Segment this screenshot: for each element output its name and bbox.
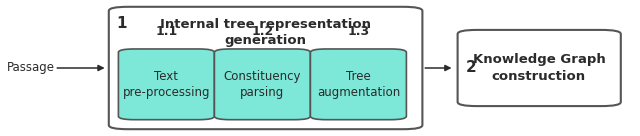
Text: 2: 2 (465, 61, 476, 75)
Text: Constituency
parsing: Constituency parsing (223, 70, 301, 99)
FancyBboxPatch shape (118, 49, 214, 120)
Text: Knowledge Graph
construction: Knowledge Graph construction (472, 53, 605, 83)
Text: Passage: Passage (6, 61, 54, 75)
Text: 1.2: 1.2 (252, 25, 273, 38)
FancyBboxPatch shape (310, 49, 406, 120)
Text: Text
pre-processing: Text pre-processing (123, 70, 210, 99)
Text: Tree
augmentation: Tree augmentation (317, 70, 400, 99)
Text: Internal tree representation
generation: Internal tree representation generation (160, 18, 371, 47)
Text: 1.3: 1.3 (348, 25, 369, 38)
FancyBboxPatch shape (458, 30, 621, 106)
Text: 1.1: 1.1 (156, 25, 177, 38)
FancyBboxPatch shape (109, 7, 422, 129)
FancyBboxPatch shape (214, 49, 310, 120)
Text: 1: 1 (116, 16, 127, 31)
